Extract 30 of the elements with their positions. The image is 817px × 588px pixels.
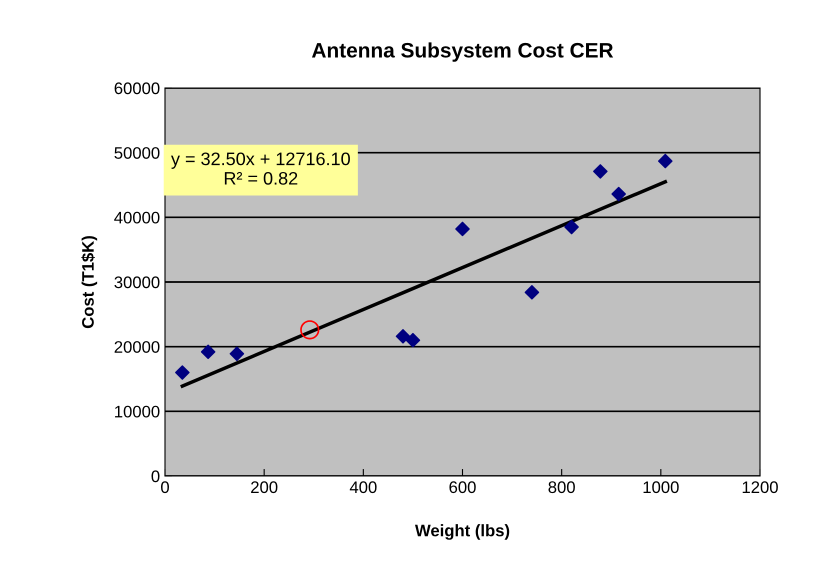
x-axis-title: Weight (lbs) <box>414 524 510 540</box>
point <box>611 186 626 202</box>
x-tick-label: 600 <box>449 481 476 494</box>
y-tick-label: 20000 <box>114 341 160 353</box>
y-axis-title: Cost (T1$K) <box>81 236 98 328</box>
point <box>230 346 244 362</box>
point <box>300 320 320 340</box>
x-tick-label: 1200 <box>742 481 778 494</box>
y-tick-label: 60000 <box>114 82 160 94</box>
point <box>455 222 470 236</box>
y-tick-label: 50000 <box>114 147 160 159</box>
y-tick-label: 40000 <box>114 212 160 224</box>
y-tick-label: 30000 <box>114 276 160 288</box>
point <box>175 365 190 380</box>
point <box>658 154 673 168</box>
point <box>200 344 216 360</box>
point <box>593 164 608 179</box>
point <box>396 329 410 344</box>
y-tick-label: 10000 <box>115 406 160 418</box>
chart-title: Antenna Subsystem Cost CER <box>312 42 614 62</box>
point <box>406 332 420 348</box>
point <box>564 220 579 234</box>
x-tick-label: 800 <box>548 481 575 494</box>
x-tick-label: 400 <box>350 481 377 494</box>
point <box>524 285 540 300</box>
annotation: y = 32.50x + 12716.10 R² = 0.82 <box>170 152 350 185</box>
x-tick-label: 200 <box>251 481 278 494</box>
y-tick-label: 0 <box>152 470 160 482</box>
x-tick-label: 0 <box>161 481 169 494</box>
x-tick-label: 1000 <box>644 481 679 494</box>
